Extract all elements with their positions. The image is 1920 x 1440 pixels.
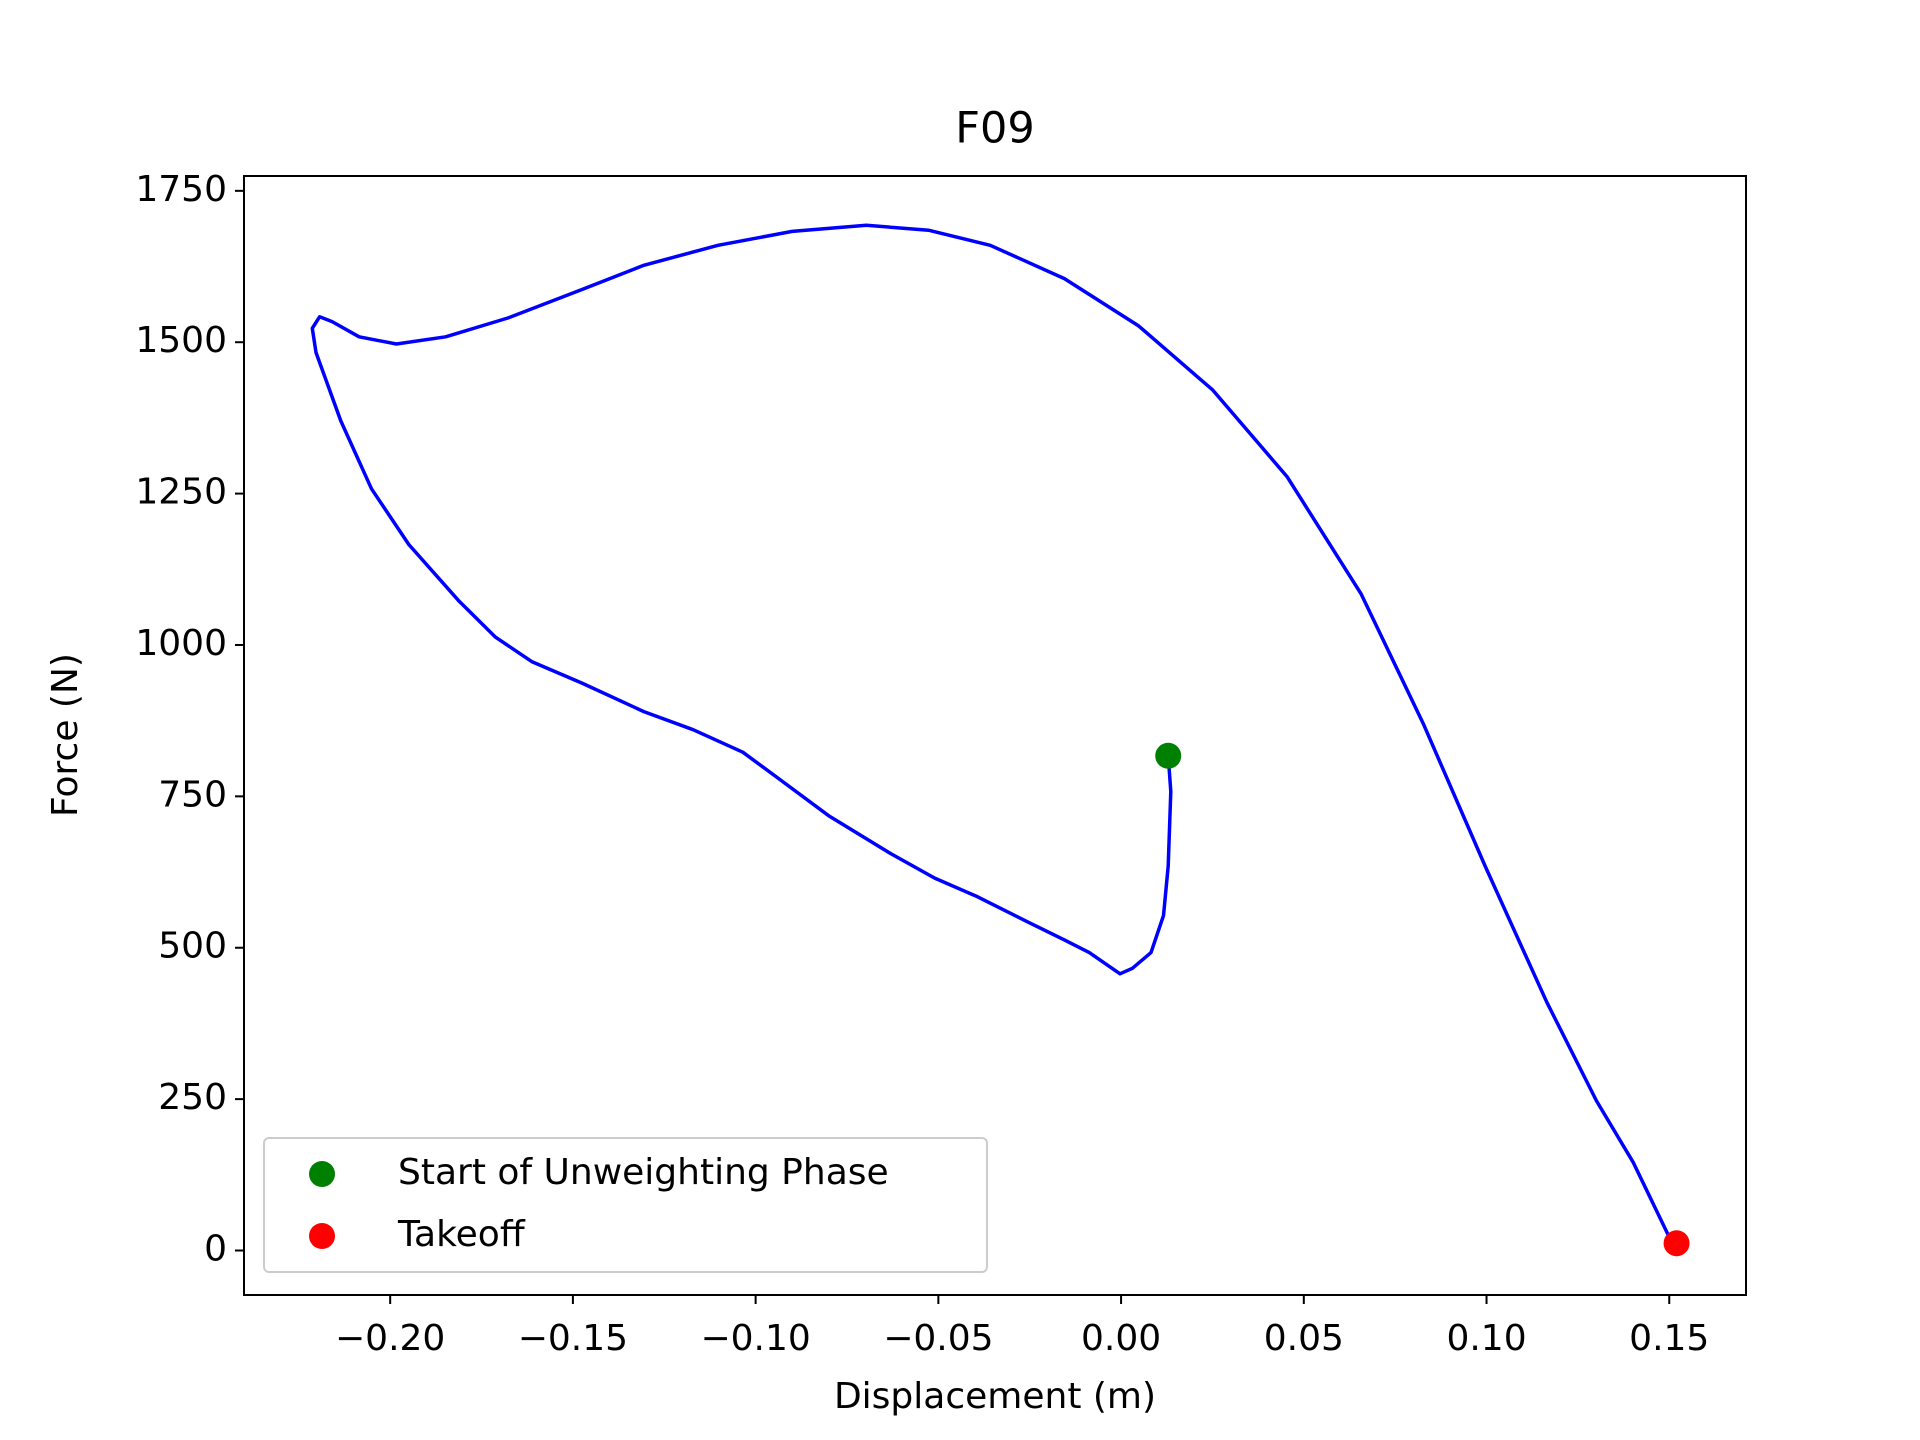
data-line — [310, 223, 1678, 1245]
y-tick-label: 0 — [204, 1228, 227, 1269]
x-tick-label: −0.15 — [518, 1318, 628, 1359]
legend-marker — [309, 1223, 335, 1249]
x-tick-label: −0.05 — [883, 1318, 993, 1359]
x-tick-label: 0.00 — [1081, 1318, 1161, 1359]
y-tick-label: 1250 — [135, 472, 227, 513]
y-tick-label: 1500 — [135, 320, 227, 361]
x-axis-label: Displacement (m) — [834, 1376, 1156, 1417]
legend-label: Takeoff — [397, 1214, 526, 1255]
y-tick-label: 750 — [158, 774, 227, 815]
x-tick-label: −0.20 — [335, 1318, 445, 1359]
legend-box — [263, 1137, 988, 1273]
chart-title: F09 — [955, 104, 1034, 154]
x-tick-label: 0.15 — [1629, 1318, 1709, 1359]
x-tick-label: 0.05 — [1264, 1318, 1344, 1359]
y-tick-label: 1000 — [135, 623, 227, 664]
x-tick-label: 0.10 — [1446, 1318, 1526, 1359]
y-tick-label: 1750 — [135, 169, 227, 210]
legend-label: Start of Unweighting Phase — [398, 1152, 889, 1193]
y-tick-label: 250 — [158, 1077, 227, 1118]
data-point — [1663, 1230, 1690, 1257]
data-point — [1155, 742, 1182, 769]
plot-frame — [243, 175, 1747, 1296]
legend-marker — [309, 1161, 335, 1187]
y-axis-label: Force (N) — [45, 653, 86, 817]
y-tick-label: 500 — [158, 926, 227, 967]
x-tick-label: −0.10 — [700, 1318, 810, 1359]
